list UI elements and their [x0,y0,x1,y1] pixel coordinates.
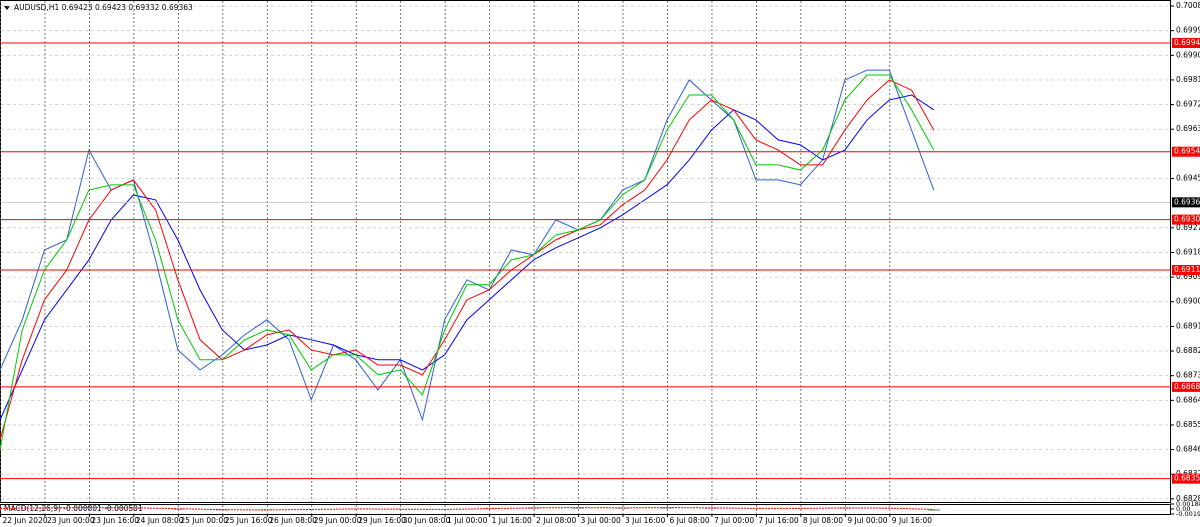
level-label: 0.69116 [1174,265,1200,274]
x-tick-label: 1 Jul 00:00 [447,516,487,525]
x-tick-label: 25 Jun 16:00 [225,516,273,525]
x-tick-label: 25 Jun 00:00 [180,516,228,525]
histogram-bar [660,507,673,509]
series-line [0,94,935,421]
histogram-bar [705,507,718,509]
x-tick-label: 23 Jun 00:00 [47,516,95,525]
macd-title: MACD(12,26,9) -0.000801 -0.000501 [4,504,143,513]
level-label: 0.68354 [1174,474,1200,483]
histogram-bar [572,507,585,509]
chart-title: AUDUSD,H1 0.69423 0.69423 0.69332 0.6936… [14,3,193,12]
last-price-bg [1172,197,1200,208]
x-tick-label: 9 Jul 16:00 [892,516,932,525]
menu-arrow[interactable] [4,6,10,10]
x-tick-label: 24 Jun 08:00 [136,516,184,525]
y-tick-label: 0.00188 [1176,500,1200,508]
histogram-bar [127,508,140,509]
series-line [0,69,935,422]
histogram-bar [171,508,184,510]
level-label-bg [1172,264,1200,275]
histogram-bar [616,507,629,509]
histogram-bar [260,508,273,510]
main-panel [0,0,1171,503]
series-line [0,507,934,511]
x-tick-label: 7 Jul 00:00 [714,516,754,525]
x-tick-label: 22 Jun 2020 [3,516,48,525]
histogram-bar [0,508,6,509]
x-tick-label: 3 Jul 16:00 [625,516,665,525]
level-label-bg [1172,473,1200,484]
level-label: 0.69548 [1174,147,1200,156]
x-tick-label: 29 Jun 16:00 [358,516,406,525]
level-label: 0.69945 [1174,38,1200,47]
level-label-bg [1172,381,1200,392]
series-line [0,79,935,441]
level-label: 0.68689 [1174,382,1200,391]
x-tick-label: 9 Jul 00:00 [847,516,887,525]
histogram-bar [927,508,940,512]
x-tick-label: 30 Jun 08:00 [403,516,451,525]
level-label-bg [1172,214,1200,225]
y-tick-label: 0.00 [1176,505,1190,513]
histogram-bar [82,507,95,509]
x-tick-label: 7 Jul 16:00 [758,516,798,525]
level-label-bg [1172,37,1200,48]
y-tick-label: -0.00194 [1176,510,1200,518]
histogram-bar [527,507,540,509]
histogram-bar [38,507,51,509]
x-tick-label: 23 Jun 16:00 [91,516,139,525]
x-tick-label: 2 Jul 08:00 [536,516,576,525]
x-tick-label: 6 Jul 08:00 [669,516,709,525]
x-tick-label: 3 Jul 00:00 [581,516,621,525]
series-line [0,74,935,450]
x-tick-label: 8 Jul 08:00 [803,516,843,525]
last-price-label: 0.69363 [1174,197,1200,206]
x-tick-label: 26 Jun 08:00 [269,516,317,525]
level-label-bg [1172,146,1200,157]
histogram-bar [794,508,807,509]
x-tick-label: 1 Jul 16:00 [492,516,532,525]
x-tick-label: 29 Jun 00:00 [314,516,362,525]
